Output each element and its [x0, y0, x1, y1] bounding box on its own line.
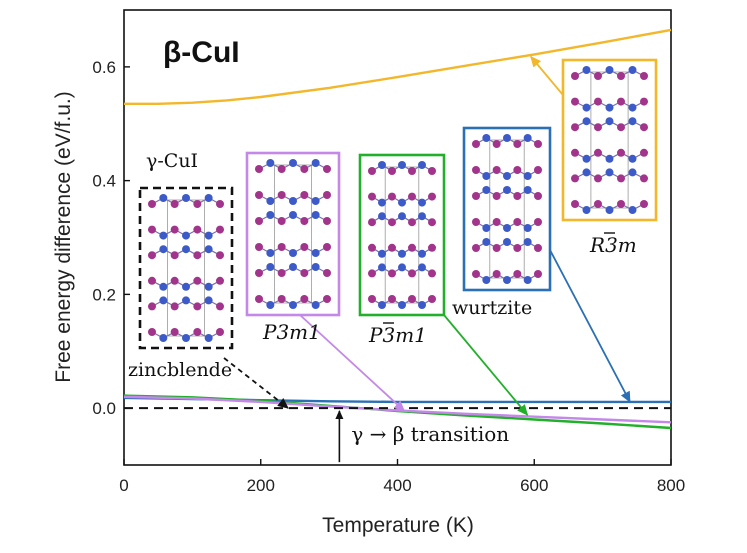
chart-title: β-CuI: [163, 36, 240, 69]
p3m1-inset: [245, 151, 341, 317]
structure-insets: [138, 58, 658, 350]
r3bar-m-inset: [561, 58, 658, 222]
r3bar-m-label: R3m: [589, 233, 637, 257]
arrow-0: [223, 357, 289, 409]
p3m1-label: P3m1: [262, 320, 321, 344]
x-tick-label: 200: [247, 476, 275, 495]
transition-label: γ → β transition: [351, 422, 509, 446]
wurtzite-label: wurtzite: [452, 297, 532, 319]
gamma-cui-label: γ-CuI: [146, 150, 198, 172]
arrow-1: [299, 314, 406, 412]
wurtzite-inset: [462, 126, 552, 292]
axis-ticks: 0 200 400 600 800 0.0 0.2 0.4 0.6: [92, 58, 685, 495]
series-line-3: [123, 395, 672, 424]
y-axis-label: Free energy difference (eV/f.u.): [52, 91, 75, 382]
annotation-arrows: [223, 55, 631, 416]
x-axis-label: Temperature (K): [322, 514, 474, 537]
y-tick-label: 0.4: [92, 172, 116, 191]
y-tick-label: 0.6: [92, 58, 116, 77]
arrow-4: [530, 55, 564, 96]
p3bar-m1-label: P3m1: [368, 323, 427, 347]
x-tick-label: 400: [383, 476, 411, 495]
zincblende-label: zincblende: [128, 359, 232, 381]
x-tick-label: 800: [657, 476, 685, 495]
arrow-3: [549, 249, 631, 403]
series-line-0: [124, 28, 672, 106]
x-tick-label: 600: [520, 476, 548, 495]
y-tick-label: 0.2: [92, 285, 116, 304]
x-tick-label: 0: [119, 476, 128, 495]
arrow-2: [443, 314, 529, 416]
zincblende-inset: [138, 186, 234, 350]
p3bar-m1-inset: [358, 153, 446, 317]
y-tick-label: 0.0: [92, 399, 116, 418]
